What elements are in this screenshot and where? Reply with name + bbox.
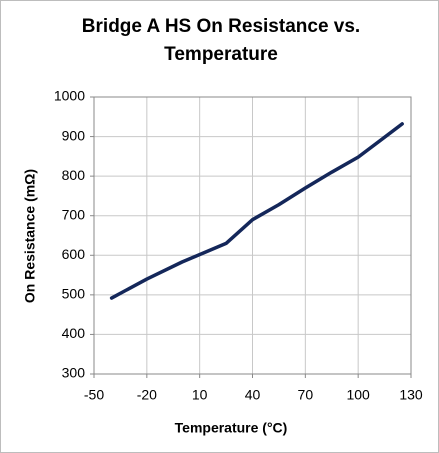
y-tick-label: 800	[62, 167, 86, 183]
x-tick-label: 100	[346, 387, 370, 403]
x-tick-label: -50	[84, 387, 104, 403]
x-tick-label: -20	[137, 387, 157, 403]
x-tick-label: 40	[245, 387, 261, 403]
x-tick-label: 10	[192, 387, 208, 403]
x-tick-label: 70	[298, 387, 314, 403]
y-tick-label: 1000	[54, 88, 85, 104]
y-axis-label: On Resistance (mΩ)	[22, 169, 38, 303]
plot-frame	[93, 96, 412, 375]
y-tick-label: 400	[62, 325, 86, 341]
y-tick-label: 600	[62, 246, 86, 262]
y-tick-label: 900	[62, 127, 86, 143]
x-tick-label: 130	[399, 387, 423, 403]
data-line	[109, 122, 404, 300]
chart-title: Bridge A HS On Resistance vs. Temperatur…	[81, 16, 361, 65]
y-tick-label: 500	[62, 286, 86, 302]
y-tick-label: 300	[62, 365, 86, 381]
y-tick-label: 700	[62, 206, 86, 222]
x-axis-label: Temperature (°C)	[175, 420, 288, 436]
